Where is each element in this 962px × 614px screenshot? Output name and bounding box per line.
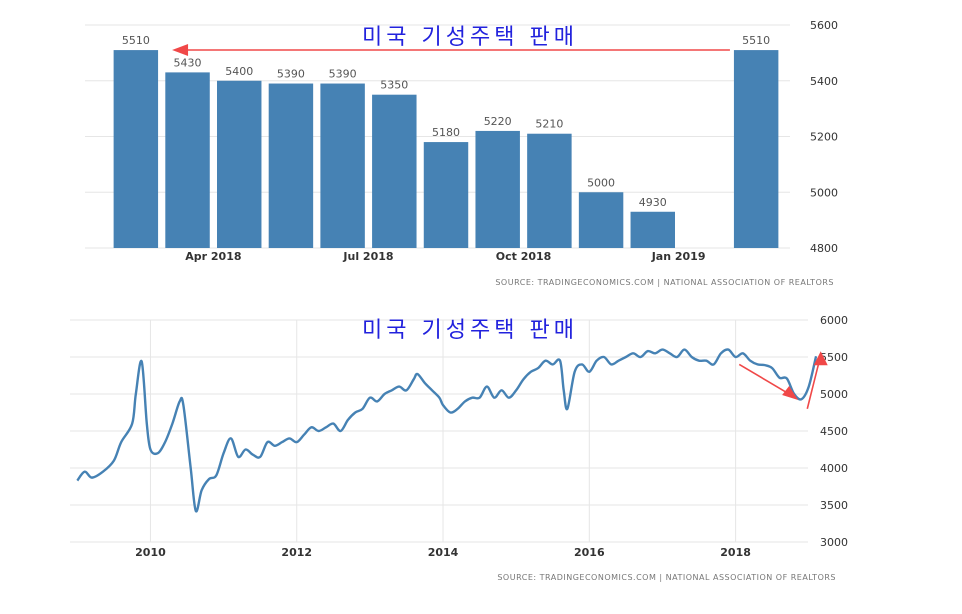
x-tick-label: Jul 2018 — [342, 250, 393, 263]
bar — [372, 94, 417, 248]
y-tick-label: 5000 — [810, 186, 838, 199]
bar-chart: 5510 5430 5400 5390 5390 5350 5180 5220 5210 5000… — [85, 19, 838, 287]
data-label: 5350 — [380, 79, 408, 92]
data-label: 5390 — [329, 68, 357, 81]
x-tick-label: 2010 — [135, 546, 166, 559]
bar-chart-title: 미국 기성주택 판매 — [362, 25, 578, 50]
bar — [423, 142, 469, 248]
bar — [527, 133, 572, 248]
arrow-up-shaft — [806, 359, 821, 409]
y-tick-label: 3000 — [820, 536, 848, 549]
x-tick-label: Apr 2018 — [185, 250, 241, 263]
bar-chart-bars — [113, 50, 779, 249]
line-chart-source: SOURCE: TRADINGECONOMICS.COM | NATIONAL … — [497, 573, 836, 582]
arrow-head — [172, 44, 189, 56]
arrow-annotation — [172, 44, 730, 56]
bar — [578, 192, 624, 248]
line-chart-title: 미국 기성주택 판매 — [362, 318, 578, 343]
line-chart-x-axis: 2010 2012 2014 2016 2018 — [135, 546, 751, 559]
bar — [475, 130, 520, 248]
y-tick-label: 5600 — [810, 19, 838, 32]
x-tick-label: Oct 2018 — [496, 250, 552, 263]
data-label: 5180 — [432, 126, 460, 139]
x-tick-label: 2018 — [720, 546, 751, 559]
x-tick-label: 2016 — [574, 546, 605, 559]
line-chart-gridlines — [70, 319, 808, 543]
arrow-annotations — [738, 351, 828, 409]
arrow-up-head — [813, 351, 828, 366]
bar-chart-data-labels: 5510 5430 5400 5390 5390 5350 5180 5220 5210 5000… — [122, 34, 770, 209]
bar — [733, 50, 779, 249]
data-label: 5510 — [742, 34, 770, 47]
x-tick-label: 2014 — [428, 546, 459, 559]
data-label: 5220 — [484, 115, 512, 128]
data-label: 5400 — [225, 65, 253, 78]
y-tick-label: 4000 — [820, 462, 848, 475]
data-label: 5430 — [174, 56, 202, 69]
y-tick-label: 5200 — [810, 131, 838, 144]
line-chart-y-axis: 3000 3500 4000 4500 5000 5500 6000 — [820, 314, 848, 549]
x-tick-label: Jan 2019 — [651, 250, 706, 263]
arrow-down-head — [782, 385, 799, 400]
bar-chart-source: SOURCE: TRADINGECONOMICS.COM | NATIONAL … — [495, 278, 834, 287]
bar — [113, 50, 159, 249]
y-tick-label: 5000 — [820, 388, 848, 401]
y-tick-label: 4500 — [820, 425, 848, 438]
y-tick-label: 5400 — [810, 75, 838, 88]
bar — [165, 72, 210, 248]
bar — [320, 83, 365, 248]
y-tick-label: 3500 — [820, 499, 848, 512]
bar — [217, 80, 262, 248]
bar-chart-y-axis: 4800 5000 5200 5400 5600 — [810, 19, 838, 255]
data-label: 4930 — [639, 196, 667, 209]
bar — [630, 211, 675, 248]
bar-chart-x-axis: Apr 2018 Jul 2018 Oct 2018 Jan 2019 — [185, 250, 705, 263]
y-tick-label: 5500 — [820, 351, 848, 364]
line-series — [76, 348, 818, 513]
data-label: 5510 — [122, 34, 150, 47]
data-label: 5210 — [535, 118, 563, 131]
bar — [268, 83, 314, 248]
y-tick-label: 4800 — [810, 242, 838, 255]
x-tick-label: 2012 — [281, 546, 312, 559]
data-label: 5390 — [277, 68, 305, 81]
y-tick-label: 6000 — [820, 314, 848, 327]
data-label: 5000 — [587, 176, 615, 189]
